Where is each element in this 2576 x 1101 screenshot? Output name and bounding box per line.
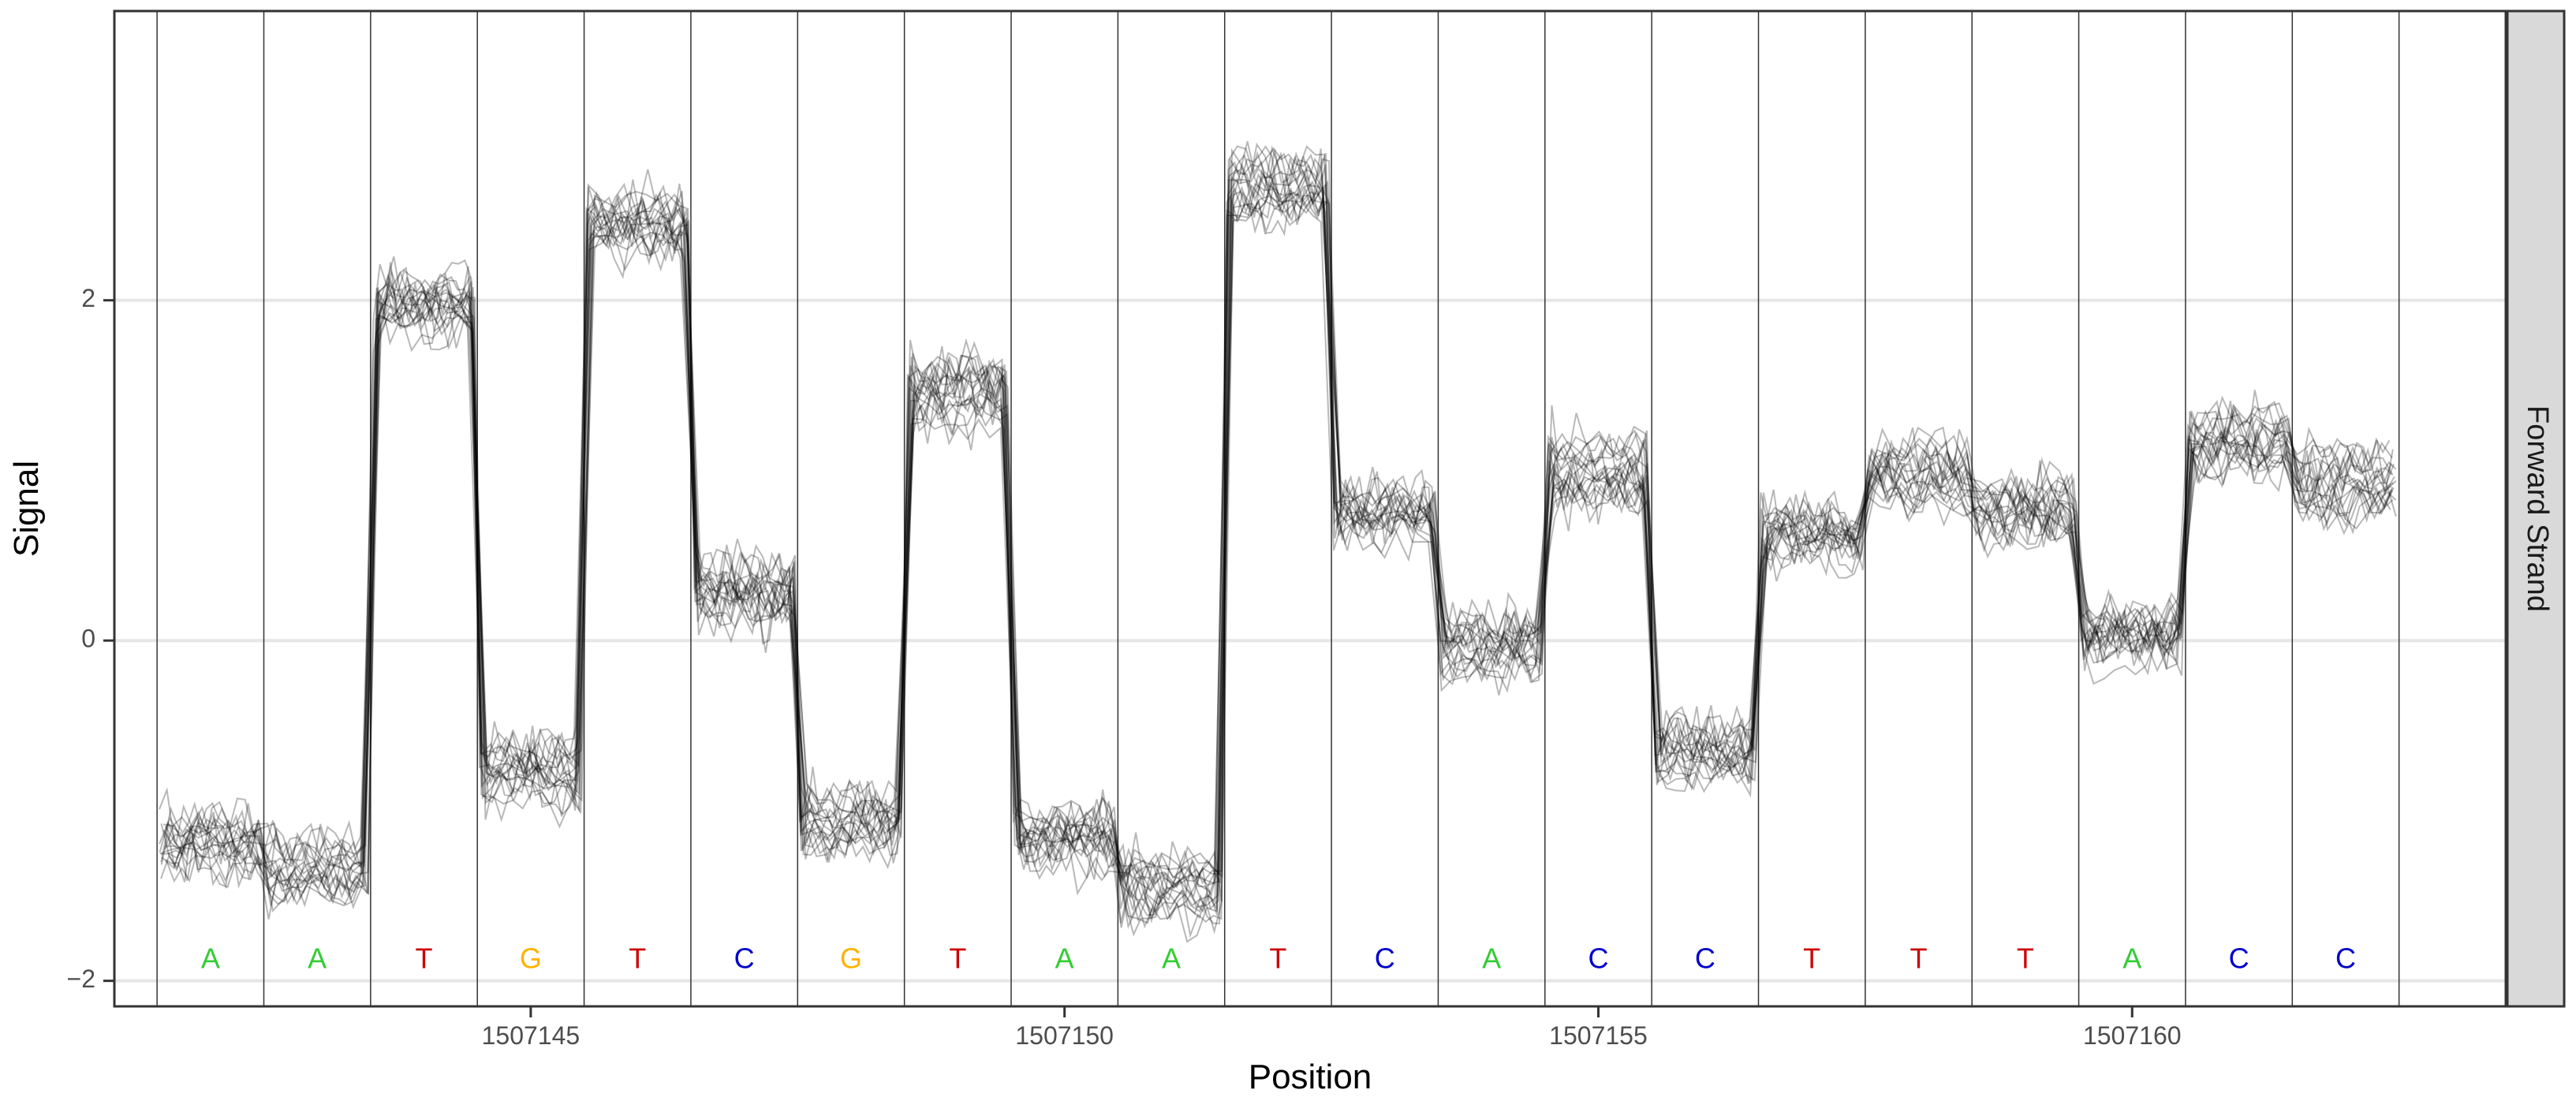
facet-strip: Forward Strand bbox=[2506, 9, 2566, 1008]
base-label-20: C bbox=[2335, 942, 2356, 974]
base-label-19: C bbox=[2229, 942, 2249, 974]
base-label-14: C bbox=[1695, 942, 1715, 974]
facet-strip-label: Forward Strand bbox=[2521, 405, 2554, 612]
signal-read-0 bbox=[164, 151, 2394, 894]
base-label-16: T bbox=[1910, 942, 1928, 974]
signal-read-19 bbox=[159, 144, 2394, 920]
x-tick-label-0: 1507145 bbox=[482, 1021, 581, 1050]
base-label-4: T bbox=[629, 942, 646, 974]
signal-read-17 bbox=[159, 177, 2391, 924]
signal-read-15 bbox=[160, 181, 2394, 906]
base-label-8: A bbox=[1055, 942, 1074, 974]
base-label-13: C bbox=[1588, 942, 1608, 974]
base-label-3: G bbox=[520, 942, 542, 974]
base-label-5: C bbox=[734, 942, 755, 974]
signal-read-2 bbox=[162, 147, 2397, 900]
x-tick-label-1: 1507150 bbox=[1015, 1021, 1114, 1050]
base-label-11: C bbox=[1375, 942, 1395, 974]
base-label-0: A bbox=[201, 942, 220, 974]
signal-read-9 bbox=[166, 145, 2397, 897]
signal-read-16 bbox=[159, 187, 2395, 906]
signal-read-18 bbox=[160, 173, 2392, 913]
panel-background bbox=[114, 11, 2506, 1006]
signal-read-8 bbox=[163, 151, 2392, 937]
base-dividers bbox=[156, 11, 2400, 1006]
y-tick-label-2: 2 bbox=[81, 284, 95, 312]
panel-border bbox=[113, 9, 2507, 1008]
base-label-18: A bbox=[2122, 942, 2141, 974]
base-label-1: A bbox=[308, 942, 327, 974]
gridlines bbox=[114, 298, 2506, 983]
x-tick-label-3: 1507160 bbox=[2083, 1021, 2182, 1050]
signal-read-6 bbox=[161, 172, 2391, 929]
base-label-10: T bbox=[1269, 942, 1286, 974]
signal-read-14 bbox=[164, 173, 2397, 914]
signal-reads bbox=[159, 140, 2397, 943]
y-tick-label-0: −2 bbox=[67, 965, 95, 993]
signal-read-7 bbox=[166, 148, 2393, 913]
signal-read-4 bbox=[166, 140, 2394, 939]
facet-strip-box bbox=[2506, 9, 2566, 1008]
x-tick-label-2: 1507155 bbox=[1549, 1021, 1648, 1050]
signal-read-12 bbox=[159, 175, 2394, 901]
base-label-2: T bbox=[416, 942, 433, 974]
base-label-15: T bbox=[1803, 942, 1820, 974]
x-axis: 1507145 1507150 1507155 1507160 bbox=[482, 1006, 2182, 1050]
signal-read-11 bbox=[165, 142, 2392, 908]
y-axis: −2 0 2 bbox=[67, 284, 114, 993]
base-label-7: T bbox=[949, 942, 966, 974]
base-label-12: A bbox=[1482, 942, 1501, 974]
base-label-9: A bbox=[1162, 942, 1181, 974]
y-axis-title: Signal bbox=[7, 461, 46, 557]
signal-read-5 bbox=[163, 169, 2394, 943]
base-label-17: T bbox=[2017, 942, 2034, 974]
base-label-6: G bbox=[840, 942, 862, 974]
x-axis-title: Position bbox=[1249, 1058, 1372, 1096]
signal-read-10 bbox=[160, 162, 2395, 898]
signal-read-13 bbox=[165, 168, 2395, 925]
signal-read-1 bbox=[160, 182, 2392, 905]
y-tick-label-1: 0 bbox=[81, 625, 95, 653]
signal-read-3 bbox=[160, 170, 2397, 920]
